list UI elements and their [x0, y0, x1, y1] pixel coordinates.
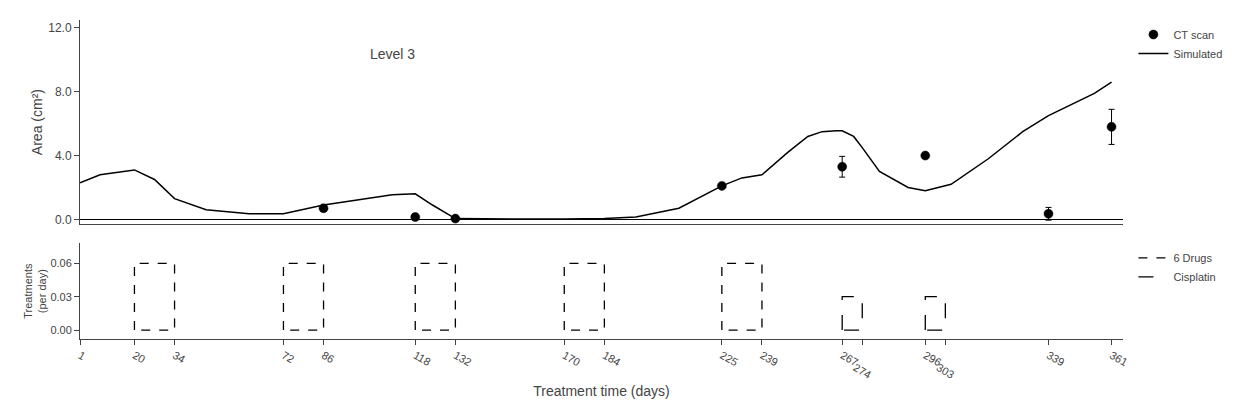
svg-text:6 Drugs: 6 Drugs	[1173, 252, 1212, 264]
svg-text:CT scan: CT scan	[1173, 29, 1214, 41]
svg-text:0.06: 0.06	[50, 257, 71, 269]
svg-text:239: 239	[758, 349, 780, 369]
svg-text:Area (cm²): Area (cm²)	[29, 89, 45, 155]
svg-text:184: 184	[601, 349, 623, 369]
svg-text:303: 303	[934, 361, 956, 381]
svg-text:72: 72	[280, 349, 297, 366]
svg-text:1: 1	[76, 349, 87, 362]
svg-text:Level 3: Level 3	[370, 46, 415, 62]
svg-text:118: 118	[412, 349, 433, 368]
svg-text:274: 274	[851, 361, 873, 381]
svg-text:8.0: 8.0	[55, 85, 72, 99]
svg-text:12.0: 12.0	[48, 21, 72, 35]
svg-text:Simulated: Simulated	[1173, 48, 1222, 60]
svg-text:339: 339	[1045, 349, 1067, 369]
svg-text:34: 34	[171, 349, 188, 366]
svg-text:170: 170	[561, 349, 583, 369]
svg-text:20: 20	[131, 349, 148, 366]
svg-text:Treatments(per day): Treatments(per day)	[22, 263, 48, 319]
svg-text:267: 267	[838, 349, 860, 369]
svg-text:296: 296	[922, 349, 944, 369]
svg-text:0.0: 0.0	[55, 213, 72, 227]
svg-text:0.03: 0.03	[50, 291, 71, 303]
svg-text:Cisplatin: Cisplatin	[1173, 271, 1215, 283]
svg-text:4.0: 4.0	[55, 149, 72, 163]
svg-text:86: 86	[320, 349, 337, 366]
svg-text:132: 132	[452, 349, 474, 369]
svg-text:Treatment time (days): Treatment time (days)	[533, 383, 669, 399]
svg-text:225: 225	[718, 349, 740, 369]
svg-text:361: 361	[1108, 349, 1130, 369]
svg-text:0.00: 0.00	[50, 324, 71, 336]
